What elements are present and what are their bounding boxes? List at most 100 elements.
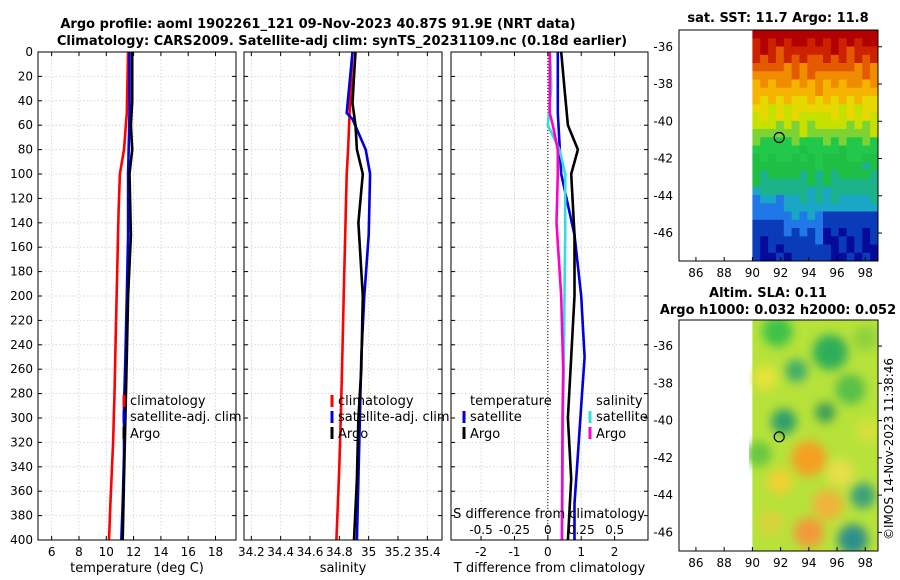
sst-cell xyxy=(862,252,871,261)
sst-cell xyxy=(783,120,793,130)
sst-cell xyxy=(823,228,832,237)
sst-cell xyxy=(830,203,840,213)
s-difference-axis-label: S difference from climatology xyxy=(453,507,645,522)
sst-cell xyxy=(760,170,769,180)
sst-cell xyxy=(768,153,777,163)
sst-cell xyxy=(783,129,793,138)
argo-location-marker xyxy=(773,131,785,144)
sst-cell xyxy=(775,252,785,261)
sst-cell xyxy=(854,71,863,81)
sst-cell xyxy=(799,46,808,56)
sst-cell xyxy=(783,153,793,163)
sst-cell xyxy=(768,120,777,130)
sst-cell xyxy=(823,71,832,81)
sst-cell xyxy=(807,195,816,204)
sst-cell xyxy=(783,186,793,196)
sst-cell xyxy=(760,54,769,64)
sst-cell xyxy=(815,170,824,180)
sst-cell xyxy=(854,236,863,246)
y-tick-label: 60 xyxy=(18,118,33,132)
sst-cell xyxy=(807,63,816,72)
sst-cell xyxy=(775,38,785,48)
sst-cell xyxy=(760,137,769,147)
x-tick-label: 35 xyxy=(361,545,376,559)
sst-cell xyxy=(752,252,761,261)
sst-cell xyxy=(815,112,824,122)
sst-cell xyxy=(783,87,793,97)
sst-cell xyxy=(862,228,871,237)
sst-cell xyxy=(823,54,832,64)
sst-cell xyxy=(854,87,863,97)
y-tick-label: 360 xyxy=(10,484,33,498)
legend-label-satellite: satellite-adj. clim xyxy=(338,410,450,425)
sst-cell xyxy=(807,46,816,56)
salinity-legend: climatology satellite-adj. clim Argo xyxy=(330,394,450,442)
x-tick-label: 34.8 xyxy=(326,545,353,559)
sst-cell xyxy=(862,145,871,155)
y-tick-label: 20 xyxy=(18,69,33,83)
legend-label-satellite: satellite-adj. clim xyxy=(130,410,242,425)
figure-title-line2: Climatology: CARS2009. Satellite-adj cli… xyxy=(57,34,627,49)
sst-cell xyxy=(791,79,801,89)
sst-cell xyxy=(838,96,848,105)
sst-cell xyxy=(815,219,824,229)
sst-cell xyxy=(815,87,824,97)
sst-cell xyxy=(775,178,785,188)
difference-panel: -2 -1 0 1 2 T difference from climatology -0.5… xyxy=(450,51,649,576)
sst-cell xyxy=(830,186,840,196)
sst-cell xyxy=(768,137,777,147)
sst-cell xyxy=(799,63,808,72)
sst-cell xyxy=(862,112,871,122)
sst-cell xyxy=(807,79,816,89)
sst-cell xyxy=(783,244,793,254)
sst-cell xyxy=(830,63,840,72)
sst-cell xyxy=(870,211,878,221)
sst-cell xyxy=(799,186,808,196)
sst-cell xyxy=(783,30,793,39)
sst-cell xyxy=(799,170,808,180)
sst-cell xyxy=(823,244,832,254)
sst-cell xyxy=(783,145,793,155)
map-y-tick-label: -44 xyxy=(653,488,673,502)
sst-cell xyxy=(760,236,769,246)
sst-cell xyxy=(760,71,769,81)
sla-anomaly-blob xyxy=(771,408,797,435)
sst-cell xyxy=(807,87,816,97)
s-tick-label: 0.25 xyxy=(568,523,595,537)
map-y-tick-label: -38 xyxy=(653,376,673,390)
sst-cell xyxy=(783,162,793,171)
sst-cell xyxy=(823,120,832,130)
sst-cell xyxy=(830,54,840,64)
sst-cell xyxy=(799,178,808,188)
sst-cell xyxy=(870,30,878,39)
sst-cell xyxy=(846,96,856,105)
sst-cell xyxy=(775,236,785,246)
sst-cell xyxy=(799,129,808,138)
sst-cell xyxy=(760,120,769,130)
s-tick-label: -0.25 xyxy=(499,523,530,537)
sst-cell xyxy=(846,104,856,114)
legend-title-salinity: salinity xyxy=(596,394,643,409)
y-tick-label: 320 xyxy=(10,435,33,449)
sla-anomaly-blob xyxy=(758,510,784,536)
sst-cell xyxy=(846,153,856,163)
sst-cell xyxy=(807,186,816,196)
sst-cell xyxy=(807,252,816,261)
sst-cell xyxy=(807,178,816,188)
sst-cell xyxy=(854,219,863,229)
sst-cell xyxy=(799,79,808,89)
sst-cell xyxy=(752,30,761,39)
x-tick-label: 16 xyxy=(181,545,196,559)
sst-cell xyxy=(815,203,824,213)
sst-cell xyxy=(807,211,816,221)
sst-cell xyxy=(815,228,824,237)
sst-cell xyxy=(807,170,816,180)
sst-cell xyxy=(830,137,840,147)
sst-cell xyxy=(830,87,840,97)
map-x-tick-label: 98 xyxy=(858,556,873,570)
map-x-tick-label: 96 xyxy=(829,266,844,280)
sst-cell xyxy=(799,38,808,48)
sst-cell xyxy=(823,203,832,213)
sst-cell xyxy=(823,178,832,188)
sst-cell xyxy=(854,104,863,114)
